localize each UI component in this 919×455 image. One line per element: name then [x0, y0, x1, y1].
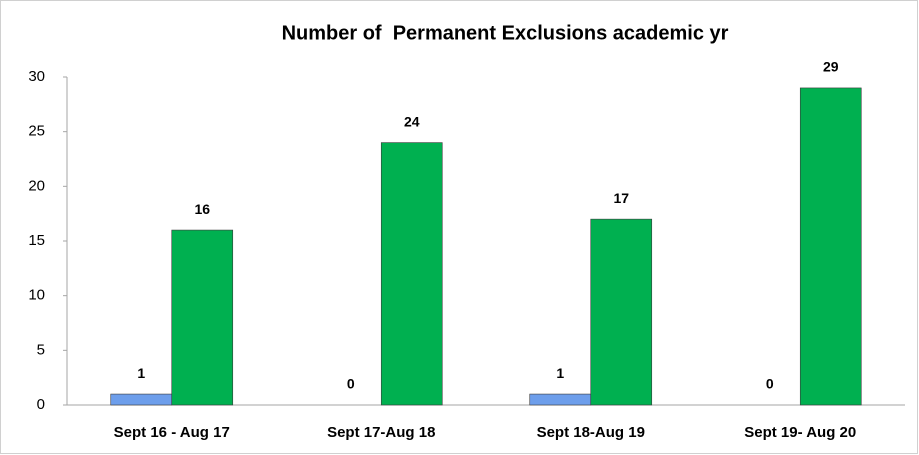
bar: [380, 142, 443, 406]
bar: [110, 393, 173, 406]
data-label: 0: [766, 376, 774, 392]
bar: [799, 87, 862, 406]
y-tick-label: 20: [28, 177, 45, 194]
chart-title: Number of Permanent Exclusions academic …: [282, 22, 729, 44]
data-label: 1: [137, 365, 145, 381]
y-tick-label: 0: [37, 396, 45, 413]
data-label: 1: [556, 365, 564, 381]
bar: [529, 393, 592, 406]
bar: [590, 218, 653, 406]
x-tick-label: Sept 17-Aug 18: [327, 424, 435, 441]
y-tick-label: 15: [28, 232, 45, 249]
y-tick-label: 30: [28, 68, 45, 85]
data-label: 16: [194, 201, 210, 217]
data-label: 0: [347, 376, 355, 392]
y-tick-label: 5: [37, 341, 45, 358]
x-tick-label: Sept 16 - Aug 17: [114, 424, 230, 441]
y-tick-label: 10: [28, 287, 45, 304]
data-label: 29: [823, 59, 839, 75]
y-tick-label: 25: [28, 123, 45, 140]
x-tick-label: Sept 18-Aug 19: [537, 424, 645, 441]
data-label: 17: [613, 190, 629, 206]
bar: [171, 229, 234, 406]
data-label: 24: [404, 113, 420, 129]
x-tick-label: Sept 19- Aug 20: [744, 424, 856, 441]
